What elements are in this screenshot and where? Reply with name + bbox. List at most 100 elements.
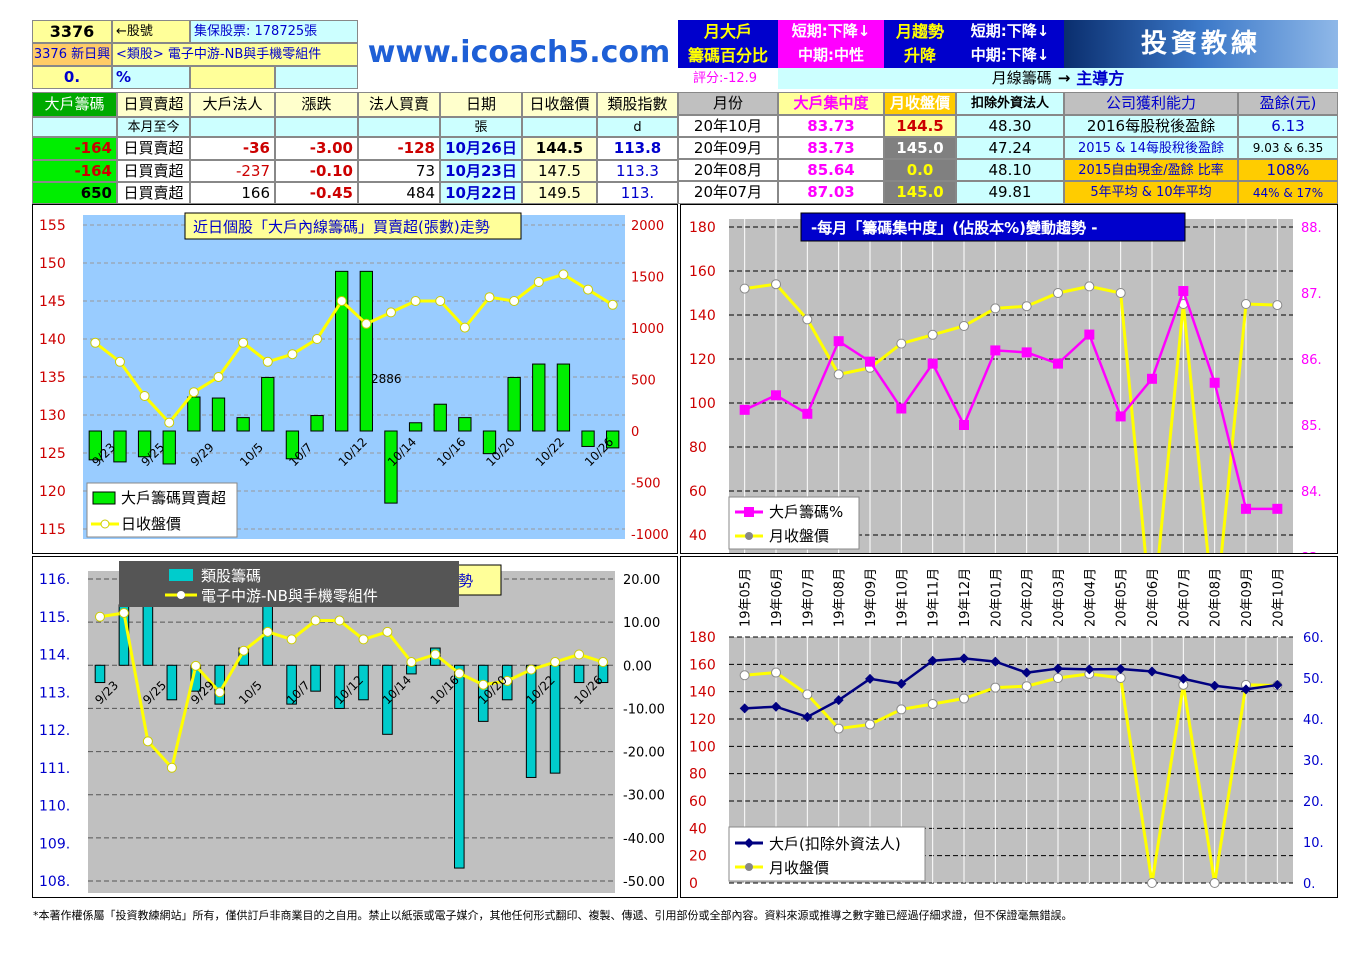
x-tick-label: 19年09月 [864, 568, 879, 627]
left-row-cell: 149.5 [522, 182, 597, 204]
x-tick-label: 19年06月 [770, 568, 785, 627]
legend-label: 大戶籌碼% [769, 503, 843, 521]
left-tick-label: 140 [689, 685, 716, 701]
right-tick-label: 1500 [631, 271, 664, 286]
price-point [509, 296, 520, 306]
bar [162, 430, 176, 465]
left-tick-label: 155 [39, 218, 66, 234]
right-tick-label: 30. [1303, 754, 1324, 769]
left-header-cell: 大戶法人 [190, 92, 275, 117]
price-point [558, 269, 569, 280]
price-point [802, 314, 813, 325]
legend-marker [100, 519, 110, 529]
left-row-cell: 147.5 [522, 160, 597, 182]
chart-title: -每月「籌碼集中度」(佔股本%)變動趨勢 - [811, 219, 1097, 237]
bar [88, 430, 102, 461]
bar [556, 363, 571, 432]
holder-point [1115, 663, 1126, 674]
monthly-title-2: 籌碼百分比 [678, 43, 778, 68]
industry-name: <類股> 電子中游-NB與手機零組件 [112, 43, 358, 66]
company-name: 3376 新日興 [32, 43, 112, 66]
price-point [583, 284, 594, 295]
price-point [1241, 299, 1251, 309]
bar [359, 270, 373, 432]
price-point [959, 693, 969, 704]
right-row-cell: 9.03 & 6.35 [1238, 137, 1338, 159]
price-point [865, 719, 875, 730]
x-tick-label: 20年06月 [1146, 568, 1161, 627]
right-row-cell: 5年平均 & 10年平均 [1064, 181, 1238, 204]
major-holder-chart: 180 160 140 120 100 80 60 40 20 0 60. 50. 40. 30. 20. 1… [689, 568, 1324, 892]
left-tick-label: 112. [39, 723, 70, 739]
left-tick-label: 113. [39, 685, 70, 701]
price-point [1209, 878, 1220, 888]
left-header-cell: 日收盤價 [522, 92, 597, 117]
x-tick-label: 19年07月 [801, 568, 816, 627]
left-tick-label: 145 [39, 294, 66, 310]
index-point [406, 657, 417, 668]
price-point [139, 391, 150, 401]
left-tick-label: 0 [689, 876, 698, 892]
left-subheader-cell [32, 117, 117, 137]
left-row-cell: 73 [358, 160, 440, 182]
price-point [1084, 281, 1095, 292]
price-point [896, 704, 907, 715]
left-row-cell: -164 [32, 137, 117, 160]
right-tick-label: 88. [1301, 221, 1322, 236]
bar [477, 664, 489, 722]
left-tick-label: 115. [39, 610, 70, 626]
left-tick-label: 20 [689, 849, 707, 865]
insider-chips-chart: 155 150 145 140 135 130 125 120 115 2000 1500 1000 5… [39, 212, 669, 543]
index-point [286, 634, 297, 645]
left-row-cell: 日買賣超 [117, 160, 190, 182]
right-tick-label: 0.00 [623, 659, 652, 674]
left-row-cell: 10月23日 [440, 160, 522, 182]
left-tick-label: 125 [39, 446, 66, 462]
x-tick-label: 20年10月 [1271, 568, 1286, 627]
price-point [833, 723, 844, 734]
price-point [1053, 288, 1063, 298]
collateral-shares: 集保股票: 178725張 [190, 20, 358, 43]
bar [358, 664, 369, 701]
index-point [526, 664, 537, 675]
index-point [190, 660, 201, 671]
index-point [214, 687, 225, 698]
zero-value: 0. [32, 66, 112, 89]
stock-code: 3376 [32, 20, 112, 43]
holder-point [1272, 679, 1283, 690]
left-tick-label: 40 [689, 821, 707, 837]
price-point [164, 417, 175, 428]
index-point [430, 649, 441, 660]
left-tick-label: 120 [689, 712, 716, 728]
legend-swatch [92, 491, 116, 505]
left-tick-label: 108. [39, 874, 70, 890]
legend-label: 大戶籌碼買賣超 [121, 489, 226, 507]
concentration-point [1053, 358, 1063, 369]
monthly-chips-bar: 月線籌碼 → 主導方 [778, 68, 1338, 89]
left-tick-label: 130 [39, 408, 66, 424]
bar [187, 396, 201, 432]
right-tick-label: -50.00 [623, 875, 665, 890]
legend-marker [745, 863, 753, 871]
arrow-icon: → [1057, 69, 1071, 87]
right-row-cell: 108% [1238, 159, 1338, 181]
x-tick-label: 19年10月 [895, 568, 910, 627]
bar [525, 664, 537, 778]
monthly-chips-value: 主導方 [1076, 68, 1125, 88]
price-point [1053, 673, 1063, 683]
mid-term-2: 中期:下降↓ [956, 43, 1064, 68]
left-row-cell: 650 [32, 182, 117, 204]
right-tick-label: 85. [1301, 419, 1322, 434]
right-row-cell: 85.64 [778, 159, 884, 181]
site-url[interactable]: www.icoach5.com [367, 35, 671, 70]
right-row-cell: 2015自由現金/盈餘 比率 [1064, 159, 1238, 181]
index-point [550, 657, 561, 668]
holder-point [1053, 663, 1063, 674]
left-tick-label: 110. [39, 799, 70, 815]
right-row-cell: 20年07月 [678, 181, 778, 204]
left-subheader-cell [275, 117, 358, 137]
legend-box [728, 826, 926, 882]
price-point [1147, 878, 1157, 888]
holder-point [1178, 673, 1189, 684]
price-point [238, 337, 249, 348]
